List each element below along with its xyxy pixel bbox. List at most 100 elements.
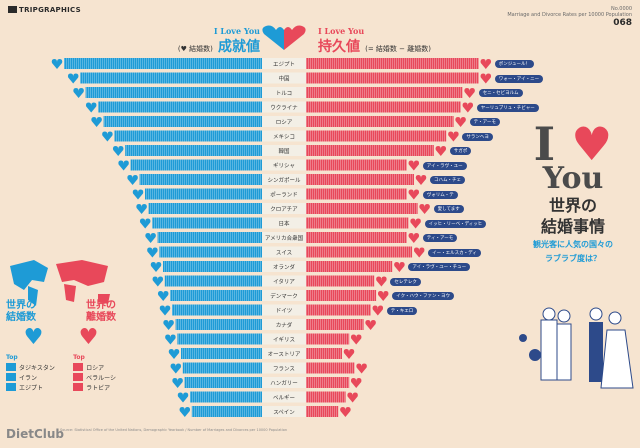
category-label-bg (262, 72, 306, 84)
heart-marker (413, 247, 425, 258)
category-label: カナダ (276, 321, 293, 329)
header-subtitle: Marriage and Divorce Rates per 10000 Pop… (507, 12, 632, 18)
category-label-bg (262, 159, 306, 171)
heart-marker (365, 320, 376, 330)
divorce-rank-3: ラトビア (73, 383, 116, 393)
bar-right-3 (306, 101, 461, 113)
speech-bubble: セレテレク (390, 277, 421, 286)
divorce-title-2: 離婚数 (86, 312, 116, 323)
brand-name: TRIPGRAPHICS (19, 6, 81, 14)
category-label: イギリス (273, 337, 295, 344)
logo-icon (8, 6, 17, 13)
heart-marker (394, 262, 405, 272)
category-label-bg (262, 87, 306, 98)
category-label-bg (262, 58, 306, 69)
bar-left-19 (177, 333, 262, 345)
heart-marker (435, 146, 447, 156)
heart-marker (343, 349, 355, 359)
ranking-panel: 世界の 結婚数 世界の 離婚数 ♥ ♥ Top タジキスタン イラン エジプト … (6, 300, 116, 393)
bar-right-23 (306, 391, 346, 403)
heart-marker (177, 392, 189, 403)
category-label-bg (262, 348, 306, 359)
heart-marker (51, 59, 63, 69)
category-label-bg (262, 261, 306, 272)
big-title-question1: 観光客に人気の国々の (533, 240, 613, 249)
heart-marker (455, 117, 466, 127)
speech-bubble: イッヒ・リーベ・ディッヒ (424, 219, 487, 228)
category-label-bg (262, 116, 306, 127)
heart-marker (179, 407, 191, 417)
heart-marker (145, 233, 156, 243)
brand-logo: TRIPGRAPHICS (8, 6, 81, 14)
divorce-rank-title: 世界の 離婚数 (86, 300, 116, 324)
marriage-rank-title: 世界の 結婚数 (6, 300, 36, 324)
heart-marker (372, 305, 384, 316)
bar-left-8 (139, 174, 262, 185)
bar-right-0 (306, 58, 479, 69)
rank-badge-icon (73, 363, 84, 371)
header-info: No.0000 Marriage and Divorce Rates per 1… (507, 6, 632, 28)
marriage-rank-2: イラン (6, 373, 55, 383)
heart-marker (377, 291, 389, 301)
bar-right-15 (306, 275, 375, 287)
heart-marker (159, 305, 171, 316)
category-label-bg (262, 275, 306, 287)
bar-right-10 (306, 203, 418, 214)
category-label: イタリア (273, 278, 295, 286)
world-map-icon (10, 260, 110, 306)
broken-heart-icon: ♥ (571, 117, 613, 171)
speech-bubble: イク・ハウ・ファン・ヨウ (392, 292, 455, 300)
right-title-sub-b: 離婚数 (407, 45, 429, 53)
speech-bubble: セニ・セビヨルム (478, 89, 523, 97)
category-label-bg (262, 130, 306, 142)
heart-marker (480, 73, 492, 84)
right-title-big: 持久値 (318, 39, 360, 55)
heart-marker (147, 247, 158, 258)
category-label: ポーランド (270, 192, 298, 199)
speech-bubble: ワォー・アイ・ニー (494, 74, 544, 83)
marriage-title-1: 世界の (6, 300, 36, 311)
rank-badge-icon (6, 383, 16, 391)
category-label: エジプト (273, 61, 295, 68)
bar-left-14 (163, 261, 262, 272)
heart-marker (340, 407, 351, 417)
bar-right-20 (306, 348, 342, 359)
bar-right-8 (306, 174, 414, 185)
bar-left-0 (64, 58, 262, 69)
heart-marker (85, 102, 97, 113)
right-title-small: I Love You (318, 26, 365, 36)
category-label-bg (262, 188, 306, 200)
bar-left-17 (172, 304, 262, 316)
heart-marker (410, 218, 421, 229)
bar-left-23 (190, 391, 262, 403)
heart-marker (419, 204, 430, 214)
category-label-bg (262, 362, 306, 374)
speech-bubble: ボンジュール！ (494, 60, 534, 68)
big-title: I ♥ You 世界の 結婚事情 観光客に人気の国々の ラブラブ度は？ (512, 121, 634, 264)
category-label-bg (262, 391, 306, 403)
bar-left-22 (184, 377, 262, 388)
heart-marker (152, 276, 164, 287)
heart-marker (132, 189, 144, 200)
left-title: I Love You (♥ 結婚数) 成就値 (150, 26, 260, 56)
heart-marker (462, 102, 474, 113)
heart-marker (168, 349, 180, 359)
category-label: オーストリア (268, 351, 301, 358)
bar-left-6 (125, 145, 262, 156)
issue-label: No.0000 (610, 6, 632, 12)
heart-marker (112, 146, 124, 156)
bar-left-18 (175, 319, 262, 330)
heart-broken-icon: ♥ (78, 325, 99, 350)
category-label: ギリシャ (273, 163, 295, 170)
bar-right-7 (306, 159, 407, 171)
heart-marker (170, 363, 182, 374)
heart-blue-icon: ♥ (180, 45, 187, 53)
category-label-bg (262, 246, 306, 258)
heart-marker (408, 189, 420, 200)
category-label-bg (262, 217, 306, 229)
speech-bubble: アイ・ラヴ・ユー・チュー (408, 263, 471, 271)
heart-marker (127, 175, 138, 185)
bar-right-13 (306, 246, 413, 258)
left-title-big: 成就値 (218, 39, 260, 55)
category-label: シンガポール (267, 176, 301, 184)
